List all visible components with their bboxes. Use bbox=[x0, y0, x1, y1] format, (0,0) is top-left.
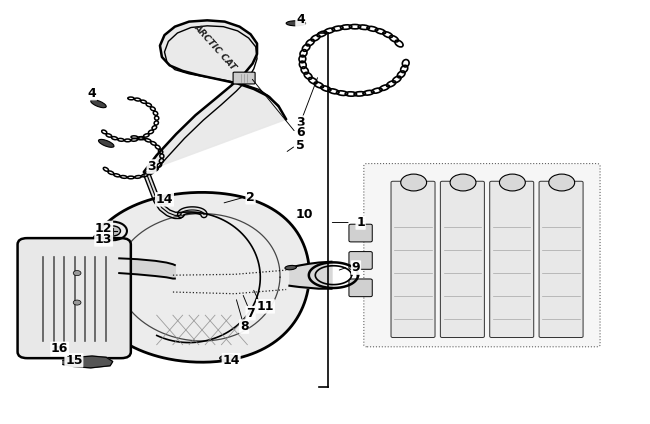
Ellipse shape bbox=[285, 265, 296, 270]
FancyBboxPatch shape bbox=[440, 181, 484, 338]
Text: 7: 7 bbox=[246, 307, 255, 320]
FancyBboxPatch shape bbox=[364, 164, 600, 347]
Text: 6: 6 bbox=[296, 126, 305, 139]
Circle shape bbox=[499, 174, 525, 191]
Text: 4: 4 bbox=[296, 14, 305, 26]
Ellipse shape bbox=[155, 199, 169, 205]
FancyBboxPatch shape bbox=[18, 238, 131, 358]
Text: 11: 11 bbox=[257, 300, 274, 313]
Text: 3: 3 bbox=[148, 160, 156, 173]
Text: 8: 8 bbox=[240, 320, 248, 333]
Text: 10: 10 bbox=[296, 208, 313, 220]
Text: 9: 9 bbox=[352, 261, 360, 274]
Circle shape bbox=[450, 174, 476, 191]
Text: 14: 14 bbox=[222, 354, 240, 367]
Text: 2: 2 bbox=[246, 191, 255, 204]
FancyBboxPatch shape bbox=[349, 279, 372, 297]
FancyBboxPatch shape bbox=[539, 181, 583, 338]
Polygon shape bbox=[83, 192, 309, 362]
Polygon shape bbox=[144, 20, 286, 172]
Ellipse shape bbox=[99, 139, 114, 147]
Circle shape bbox=[73, 271, 81, 276]
FancyBboxPatch shape bbox=[349, 224, 372, 242]
FancyBboxPatch shape bbox=[489, 181, 534, 338]
FancyBboxPatch shape bbox=[233, 72, 255, 84]
Text: 13: 13 bbox=[95, 233, 112, 246]
Text: 14: 14 bbox=[156, 193, 174, 206]
Polygon shape bbox=[63, 356, 112, 368]
Text: 1: 1 bbox=[356, 216, 365, 229]
Circle shape bbox=[105, 226, 120, 236]
Text: 16: 16 bbox=[51, 343, 68, 355]
Ellipse shape bbox=[53, 346, 66, 351]
Circle shape bbox=[549, 174, 575, 191]
Text: 5: 5 bbox=[296, 139, 305, 152]
Text: 12: 12 bbox=[95, 221, 112, 234]
Circle shape bbox=[57, 347, 63, 351]
Circle shape bbox=[73, 300, 81, 305]
Ellipse shape bbox=[286, 21, 306, 26]
Text: 4: 4 bbox=[88, 87, 96, 100]
FancyBboxPatch shape bbox=[349, 251, 372, 269]
Text: ARCTIC CAT: ARCTIC CAT bbox=[192, 22, 238, 72]
Circle shape bbox=[400, 174, 426, 191]
FancyBboxPatch shape bbox=[391, 181, 435, 338]
Ellipse shape bbox=[91, 100, 106, 108]
Text: 15: 15 bbox=[65, 354, 83, 367]
Ellipse shape bbox=[220, 354, 233, 360]
Text: 3: 3 bbox=[296, 116, 305, 129]
